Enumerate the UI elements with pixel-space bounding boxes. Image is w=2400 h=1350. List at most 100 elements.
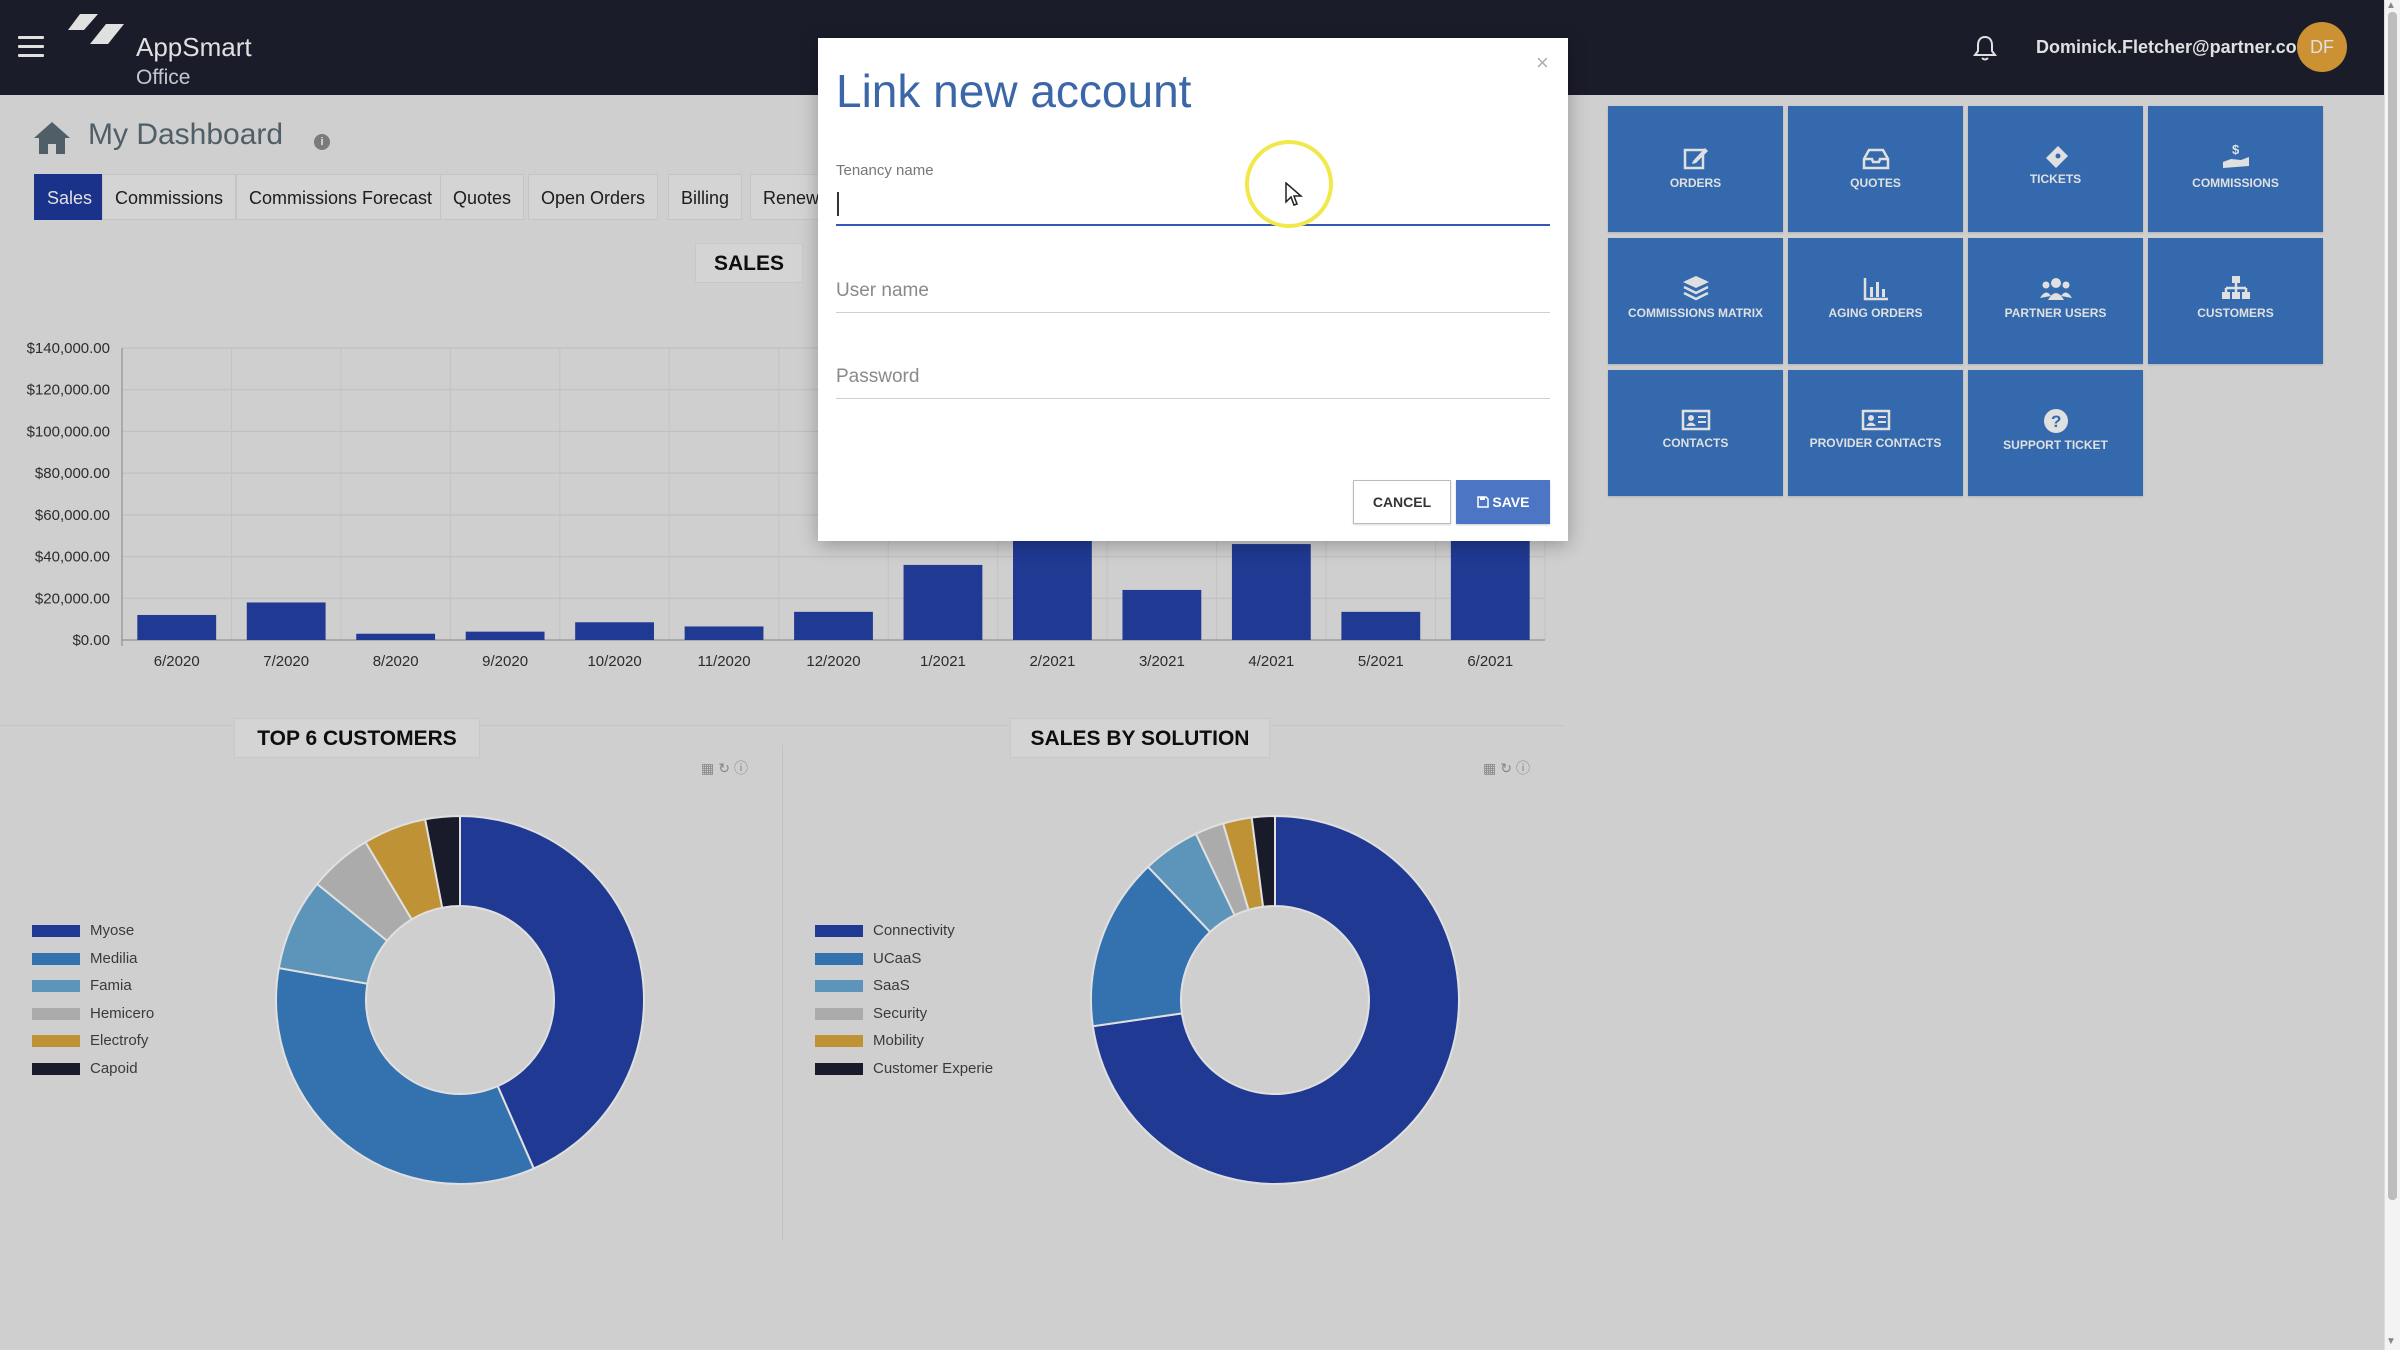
sales-bar[interactable] [1341,611,1421,640]
scroll-down-icon[interactable]: ▼ [2386,1336,2396,1347]
tab-open-orders[interactable]: Open Orders [528,174,659,220]
tab-commissions[interactable]: Commissions [102,174,237,220]
sales-bar[interactable] [246,602,326,640]
tile-partner-users[interactable]: PARTNER USERS [1968,238,2143,364]
x-tick-label: 1/2021 [920,653,966,670]
legend-item[interactable]: Medilia [32,950,138,967]
home-icon [34,122,70,154]
legend-item[interactable]: Mobility [815,1032,924,1049]
legend-label: Electrofy [90,1032,149,1049]
table-view-icon[interactable]: ▦ [701,760,719,776]
password-input[interactable] [836,362,1550,392]
info-icon[interactable]: i [314,134,330,150]
sales-bar[interactable] [465,631,545,640]
tile-commissions[interactable]: $ COMMISSIONS [2148,106,2323,232]
layers-icon [1682,276,1709,301]
legend-label: Myose [90,922,135,939]
legend-item[interactable]: SaaS [815,977,910,994]
x-tick-label: 7/2020 [263,653,309,670]
legend-item[interactable]: Connectivity [815,922,955,939]
sales-bar[interactable] [1231,544,1311,640]
tenancy-field: Tenancy name [836,162,1550,217]
legend-item[interactable]: Customer Experie [815,1060,993,1077]
legend-swatch [32,1007,80,1020]
x-tick-label: 4/2021 [1248,653,1294,670]
legend-swatch [32,1035,80,1048]
menu-icon[interactable] [18,36,44,57]
sales-by-solution-title: SALES BY SOLUTION [1010,718,1270,758]
refresh-icon[interactable]: ↻ [718,760,734,776]
tile-provider-contacts[interactable]: PROVIDER CONTACTS [1788,370,1963,496]
save-label: SAVE [1492,494,1530,510]
tab-sales[interactable]: Sales [34,174,106,220]
legend-item[interactable]: UCaaS [815,950,921,967]
table-view-icon[interactable]: ▦ [1483,760,1501,776]
scrollbar-thumb[interactable] [2388,12,2397,1200]
tile-commissions-matrix[interactable]: COMMISSIONS MATRIX [1608,238,1783,364]
legend-label: SaaS [873,977,910,994]
legend-item[interactable]: Capoid [32,1060,138,1077]
username-input[interactable] [836,276,1550,306]
sales-bar[interactable] [1450,523,1530,640]
cancel-button[interactable]: CANCEL [1353,480,1451,524]
refresh-icon[interactable]: ↻ [1500,760,1516,776]
donut-slice[interactable] [1250,814,1276,908]
tab-billing[interactable]: Billing [668,174,743,220]
tab-commissions-forecast[interactable]: Commissions Forecast [236,174,446,220]
users-icon [2039,278,2072,300]
sales-bar[interactable] [356,633,436,640]
tile-orders[interactable]: ORDERS [1608,106,1783,232]
bell-icon[interactable] [1972,34,1998,62]
username-underline [836,312,1550,313]
username-field [836,276,1550,306]
donut-slice[interactable] [424,814,461,909]
bar-chart-icon [1863,278,1888,301]
tile-support-ticket[interactable]: ? SUPPORT TICKET [1968,370,2143,496]
legend-label: Capoid [90,1059,138,1077]
tile-tickets[interactable]: TICKETS [1968,106,2143,232]
tab-quotes[interactable]: Quotes [440,174,525,220]
close-icon[interactable]: × [1536,50,1549,75]
donut-slice[interactable] [275,966,536,1185]
password-field [836,362,1550,392]
legend-item[interactable]: Famia [32,977,132,994]
donut-slice[interactable] [459,814,645,1170]
scroll-up-icon[interactable]: ▲ [2386,0,2396,11]
sales-by-solution-tools: ▦↻ⓘ [1483,758,1534,778]
page-title: My Dashboard [88,118,284,151]
avatar[interactable]: DF [2297,22,2347,72]
legend-item[interactable]: Hemicero [32,1005,154,1022]
sales-bar[interactable] [794,611,873,640]
x-tick-label: 6/2020 [154,653,200,670]
user-email[interactable]: Dominick.Fletcher@partner.com [2036,37,2313,57]
info-small-icon[interactable]: ⓘ [1515,760,1534,776]
info-small-icon[interactable]: ⓘ [733,760,752,776]
legend-swatch [32,925,80,938]
sales-bar[interactable] [1122,589,1202,640]
tenancy-input[interactable] [836,187,1550,217]
tile-contacts[interactable]: CONTACTS [1608,370,1783,496]
sales-bar[interactable] [684,626,764,640]
sales-bar[interactable] [903,564,983,640]
tile-quotes[interactable]: QUOTES [1788,106,1963,232]
svg-text:$: $ [2232,142,2240,157]
top-customers-title: TOP 6 CUSTOMERS [234,718,480,758]
app-logo[interactable]: AppSmart Office [68,12,263,89]
inbox-icon [1862,148,1889,170]
svg-text:?: ? [2051,412,2061,431]
sales-bar-chart: $0.00 $20,000.00 $40,000.00 $60,000.00 $80,0… [27,340,1546,670]
sales-bar[interactable] [137,614,217,640]
legend-item[interactable]: Electrofy [32,1032,148,1049]
tile-customers[interactable]: CUSTOMERS [2148,238,2323,364]
legend-item[interactable]: Security [815,1005,927,1022]
donut-slice[interactable] [1091,814,1460,1185]
x-tick-label: 9/2020 [482,653,528,670]
legend-label: Customer Experie [873,1059,994,1077]
sales-bar[interactable] [575,622,654,640]
tile-aging-orders[interactable]: AGING ORDERS [1788,238,1963,364]
legend-item[interactable]: Myose [32,922,134,939]
legend-swatch [815,980,863,993]
x-tick-label: 6/2021 [1467,653,1513,670]
dollar-hand-icon: $ [2222,142,2249,168]
save-button[interactable]: SAVE [1456,480,1550,524]
